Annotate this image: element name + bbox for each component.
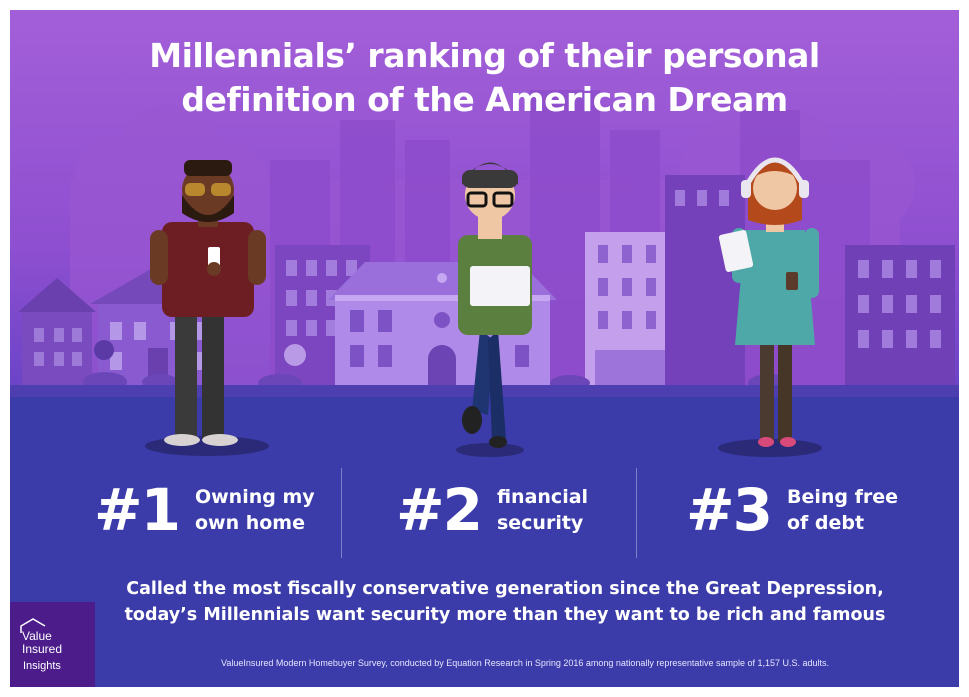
character-woman-with-headphones xyxy=(718,157,822,457)
rank-label: financial security xyxy=(497,484,588,536)
infographic: Millennials’ ranking of their personal d… xyxy=(10,10,959,687)
house-outline-icon xyxy=(20,618,46,633)
house-left xyxy=(18,278,96,385)
rank-label-line-1: Owning my xyxy=(194,486,315,508)
rank-label-line-2: of debt xyxy=(786,512,865,534)
rank-item-2: #2 financial security xyxy=(396,472,588,548)
rank-label-line-1: financial xyxy=(496,486,589,508)
rank-label-line-1: Being free xyxy=(786,486,898,508)
rank-item-3: #3 Being free of debt xyxy=(686,472,898,548)
building-right-3 xyxy=(845,245,955,387)
building-right-2 xyxy=(665,175,745,387)
caption-line-1: Called the most fiscally conservative ge… xyxy=(126,579,884,599)
divider xyxy=(636,468,637,558)
logo-line-3: Insights xyxy=(23,660,61,672)
rank-number: #3 xyxy=(686,476,773,544)
rank-item-1: #1 Owning my own home xyxy=(94,472,315,548)
title-line-1: Millennials’ ranking of their personal xyxy=(149,36,820,75)
logo-line-2: Insured xyxy=(22,642,63,656)
page-title: Millennials’ ranking of their personal d… xyxy=(10,34,959,122)
divider xyxy=(341,468,342,558)
survey-footnote: ValueInsured Modern Homebuyer Survey, co… xyxy=(220,658,830,668)
caption-line-2: today’s Millennials want security more t… xyxy=(124,605,886,625)
rank-number: #2 xyxy=(396,476,483,544)
logo-line-1: Value xyxy=(22,629,52,643)
rank-number: #1 xyxy=(94,476,181,544)
rank-label-line-2: security xyxy=(496,512,584,534)
rank-label: Being free of debt xyxy=(787,484,898,536)
character-man-with-phone xyxy=(145,160,269,456)
caption: Called the most fiscally conservative ge… xyxy=(100,576,910,628)
rank-label-line-2: own home xyxy=(194,512,305,534)
valueinsured-insights-logo: Value Insured Insights xyxy=(10,602,95,687)
city-illustration xyxy=(10,90,959,687)
title-line-2: definition of the American Dream xyxy=(181,80,788,119)
rank-label: Owning my own home xyxy=(195,484,315,536)
character-man-with-laptop xyxy=(456,162,532,457)
